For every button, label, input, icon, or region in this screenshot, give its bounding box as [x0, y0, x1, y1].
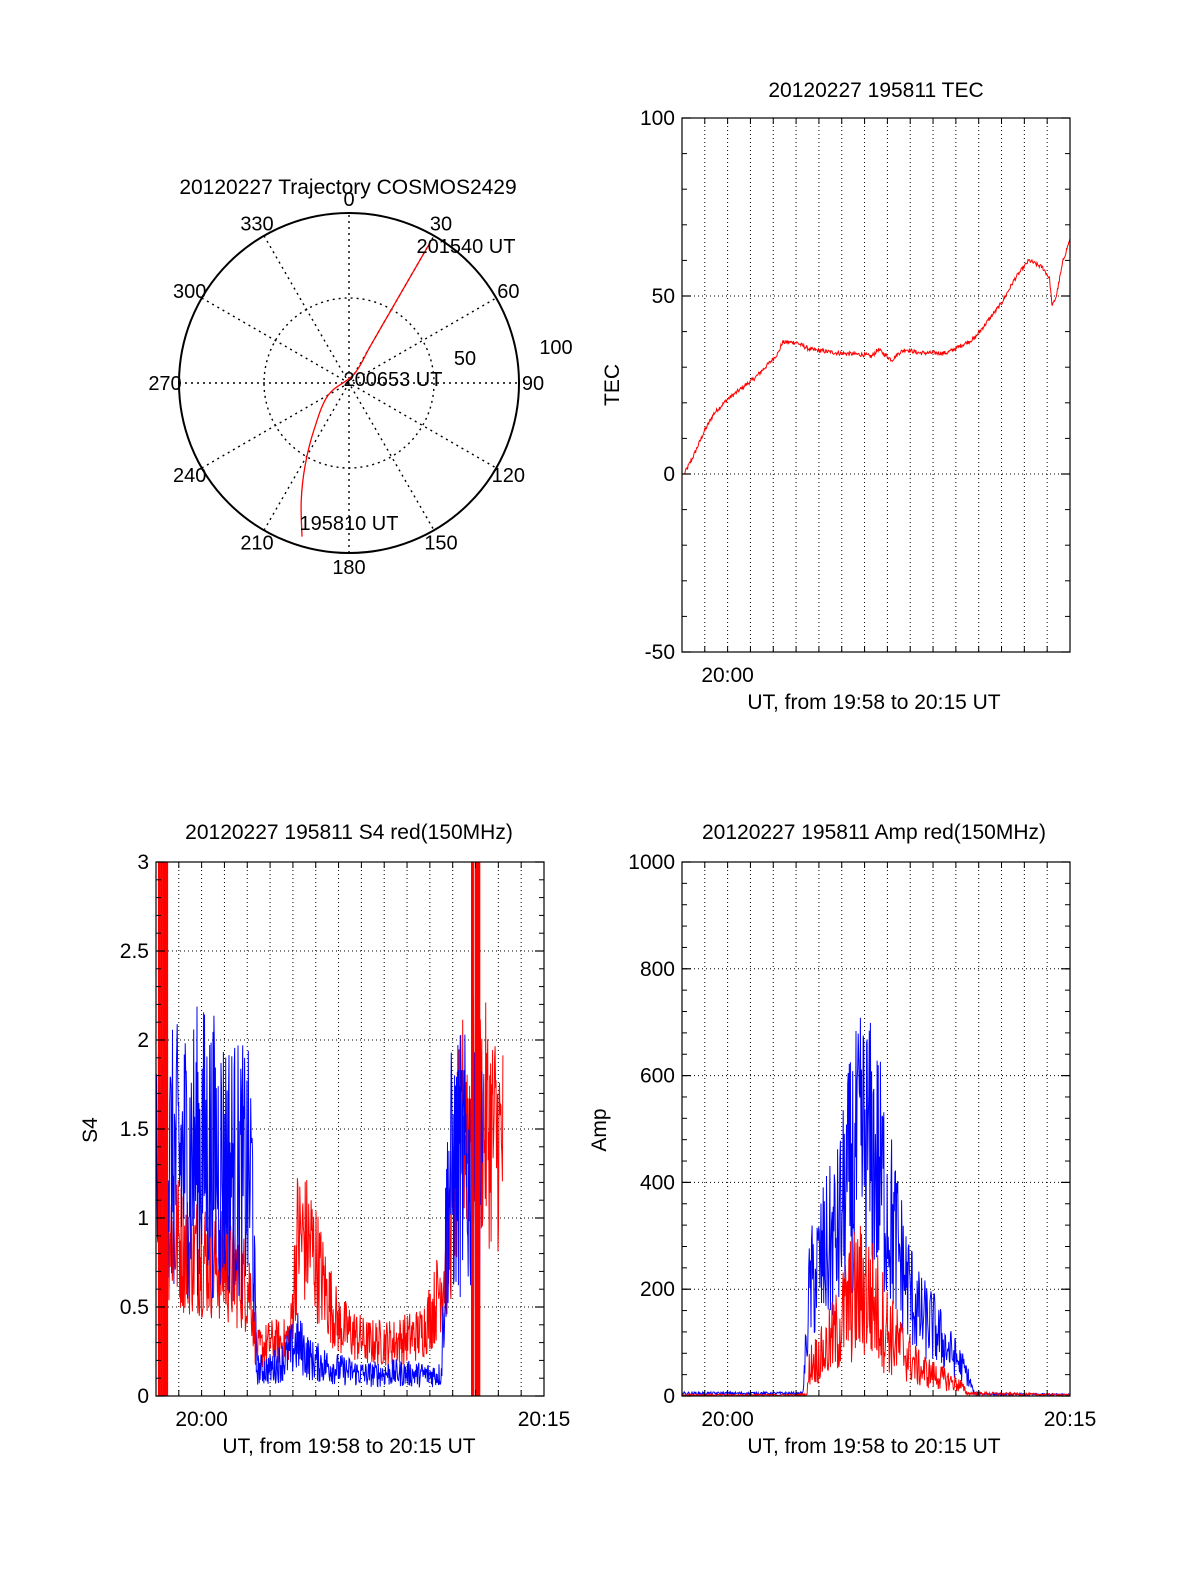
- polar-angle-tick-label: 180: [332, 557, 365, 579]
- amp-ylabel: Amp: [588, 1108, 611, 1151]
- tec-xtick-label: 20:00: [701, 664, 754, 687]
- s4-ytick-label: 2: [137, 1029, 149, 1052]
- amp-title: 20120227 195811 Amp red(150MHz): [702, 821, 1046, 844]
- amp-ytick-label: 1000: [628, 851, 675, 874]
- s4-xtick-label: 20:00: [175, 1408, 228, 1431]
- amp-series: [682, 1017, 1070, 1396]
- tec-ticks: -50 0 50 100 20:00: [640, 107, 1071, 687]
- polar-annotation-mid: 200653 UT: [344, 369, 443, 391]
- polar-angle-tick-label: 0: [343, 189, 354, 211]
- polar-angle-tick-label: 30: [430, 214, 452, 236]
- polar-annotation-start: 195810 UT: [300, 513, 399, 535]
- s4-ytick-label: 0: [137, 1385, 149, 1408]
- tec-plot-frame: [681, 117, 1071, 653]
- polar-radial-label-100: 100: [539, 337, 572, 359]
- tec-series: [683, 237, 1070, 475]
- amp-panel: 20120227 195811 Amp red(150MHz) Amp UT, …: [588, 821, 1096, 1458]
- amp-xtick-label: 20:15: [1044, 1408, 1097, 1431]
- s4-ytick-label: 0.5: [120, 1296, 149, 1319]
- polar-grid: [179, 213, 519, 553]
- polar-panel: 20120227 Trajectory COSMOS2429 0 30 60 90 12…: [148, 176, 572, 579]
- amp-xlabel: UT, from 19:58 to 20:15 UT: [747, 1435, 1000, 1458]
- amp-ytick-label: 400: [640, 1171, 675, 1194]
- amp-ytick-label: 200: [640, 1278, 675, 1301]
- polar-angle-tick-label: 120: [492, 465, 525, 487]
- tec-ytick-label: 50: [652, 285, 675, 308]
- s4-xtick-label: 20:15: [518, 1408, 571, 1431]
- polar-annotation-end: 201540 UT: [417, 236, 516, 258]
- polar-spoke: [263, 235, 435, 531]
- tec-series-red: [683, 237, 1070, 475]
- amp-xtick-label: 20:00: [701, 1408, 754, 1431]
- polar-angle-tick-label: 150: [424, 532, 457, 554]
- tec-xlabel: UT, from 19:58 to 20:15 UT: [747, 691, 1000, 714]
- polar-angle-tick-label: 300: [173, 281, 206, 303]
- amp-ytick-label: 600: [640, 1065, 675, 1088]
- polar-angle-ticks: 0 30 60 90 120 150 180 210 240 270 300 330: [148, 189, 544, 579]
- s4-ytick-label: 2.5: [120, 940, 149, 963]
- polar-angle-tick-label: 210: [240, 532, 273, 554]
- tec-title: 20120227 195811 TEC: [768, 79, 983, 102]
- polar-angle-tick-label: 330: [240, 214, 273, 236]
- amp-ytick-label: 800: [640, 958, 675, 981]
- amp-series-blue: [682, 1017, 1070, 1396]
- s4-ytick-label: 1.5: [120, 1118, 149, 1141]
- polar-radial-label-50: 50: [454, 348, 476, 370]
- polar-angle-tick-label: 90: [522, 373, 544, 395]
- tec-ytick-label: 0: [663, 463, 675, 486]
- s4-panel: 20120227 195811 S4 red(150MHz) S4 UT, fr…: [79, 821, 570, 1458]
- tec-ytick-label: 100: [640, 107, 675, 130]
- amp-series-group: [682, 1017, 1070, 1396]
- polar-series: [300, 241, 432, 537]
- tec-ytick-label: -50: [645, 641, 675, 664]
- polar-trajectory-line: [300, 241, 432, 537]
- amp-ticks: 0 200 400 600 800 1000 20:00 20:15: [628, 851, 1096, 1431]
- tec-panel: 20120227 195811 TEC TEC UT, from 19:58 t…: [601, 79, 1071, 714]
- amp-plot-frame: [681, 861, 1071, 1397]
- tec-ylabel: TEC: [601, 364, 624, 406]
- s4-ytick-label: 1: [137, 1207, 149, 1230]
- tec-grid: [682, 118, 1070, 652]
- s4-ylabel: S4: [79, 1117, 102, 1143]
- polar-angle-tick-label: 240: [173, 465, 206, 487]
- polar-outer-ring: [178, 212, 520, 554]
- polar-title: 20120227 Trajectory COSMOS2429: [179, 176, 516, 199]
- s4-series-blue: [156, 1006, 483, 1388]
- amp-series-red: [682, 1225, 1070, 1396]
- s4-ticks: 0 0.5 1 1.5 2 2.5 3 20:00 20:15: [120, 851, 570, 1431]
- s4-plot-frame: [155, 861, 545, 1397]
- amp-ytick-label: 0: [663, 1385, 675, 1408]
- s4-ytick-label: 3: [137, 851, 149, 874]
- s4-xlabel: UT, from 19:58 to 20:15 UT: [222, 1435, 475, 1458]
- tec-series-group: [683, 237, 1070, 475]
- s4-title: 20120227 195811 S4 red(150MHz): [185, 821, 513, 844]
- polar-angle-tick-label: 60: [497, 281, 519, 303]
- polar-angle-tick-label: 270: [148, 373, 181, 395]
